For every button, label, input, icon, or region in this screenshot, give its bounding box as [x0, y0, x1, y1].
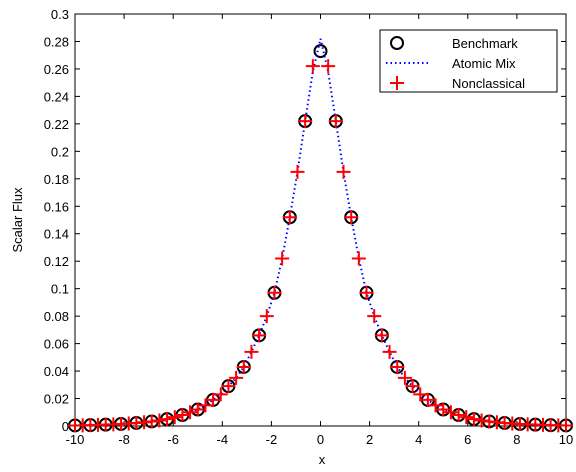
- nonclassical-point: [298, 114, 313, 129]
- x-tick-label: -10: [66, 432, 85, 447]
- nonclassical-point: [213, 387, 228, 402]
- nonclassical-point: [367, 309, 382, 324]
- nonclassical-point: [451, 408, 466, 423]
- y-tick-label: 0.04: [44, 364, 69, 379]
- benchmark-point: [313, 44, 328, 59]
- nonclassical-point: [351, 251, 366, 266]
- y-tick-label: 0.1: [51, 282, 69, 297]
- x-axis-label: x: [319, 452, 326, 467]
- nonclassical-point: [443, 405, 458, 420]
- nonclassical-point: [390, 359, 405, 374]
- y-tick-label: 0.24: [44, 89, 69, 104]
- y-tick-label: 0.06: [44, 337, 69, 352]
- y-tick-label: 0.08: [44, 309, 69, 324]
- nonclassical-point: [305, 59, 320, 74]
- nonclassical-point: [397, 370, 412, 385]
- y-tick-label: 0.02: [44, 392, 69, 407]
- nonclassical-point: [252, 328, 267, 343]
- nonclassical-point: [167, 410, 182, 425]
- x-tick-label: -8: [118, 432, 130, 447]
- nonclassical-point: [413, 387, 428, 402]
- nonclassical-point: [559, 418, 573, 433]
- nonclassical-point: [198, 398, 213, 413]
- x-tick-label: 8: [513, 432, 520, 447]
- nonclassical-point: [459, 410, 474, 425]
- nonclassical-point: [267, 285, 282, 300]
- x-tick-label: 6: [464, 432, 471, 447]
- legend-box: [379, 29, 558, 93]
- legend-label: Nonclassical: [452, 76, 525, 91]
- nonclassical-point: [328, 114, 343, 129]
- legend-marker: [390, 36, 404, 50]
- y-tick-label: 0.28: [44, 34, 69, 49]
- nonclassical-point: [382, 344, 397, 359]
- nonclassical-point: [244, 344, 259, 359]
- nonclassical-point: [221, 379, 236, 394]
- legend-marker: [390, 76, 404, 90]
- nonclassical-point: [344, 210, 359, 225]
- nonclassical-point: [152, 413, 167, 428]
- y-tick-label: 0.12: [44, 254, 69, 269]
- nonclassical-point: [190, 402, 205, 417]
- legend-label: Benchmark: [452, 36, 518, 51]
- nonclassical-point: [236, 359, 251, 374]
- y-tick-label: 0.22: [44, 117, 69, 132]
- nonclassical-point: [206, 392, 221, 407]
- y-tick-label: 0.2: [51, 144, 69, 159]
- nonclassical-point: [259, 309, 274, 324]
- x-tick-label: 0: [317, 432, 324, 447]
- y-tick-label: 0.26: [44, 62, 69, 77]
- x-tick-label: 10: [559, 432, 573, 447]
- x-tick-label: -2: [266, 432, 278, 447]
- nonclassical-point: [290, 164, 305, 179]
- nonclassical-point: [275, 251, 290, 266]
- y-tick-label: 0: [62, 419, 69, 434]
- y-tick-label: 0.3: [51, 7, 69, 22]
- nonclassical-point: [229, 370, 244, 385]
- nonclassical-point: [405, 379, 420, 394]
- nonclassical-point: [336, 164, 351, 179]
- nonclassical-point: [183, 405, 198, 420]
- nonclassical-point: [359, 285, 374, 300]
- nonclassical-point: [374, 328, 389, 343]
- y-tick-label: 0.18: [44, 172, 69, 187]
- nonclassical-point: [160, 412, 175, 427]
- y-tick-label: 0.14: [44, 227, 69, 242]
- nonclassical-point: [466, 412, 481, 427]
- nonclassical-point: [321, 59, 336, 74]
- y-axis-label: Scalar Flux: [10, 187, 25, 253]
- x-tick-label: 4: [415, 432, 422, 447]
- legend-label: Atomic Mix: [452, 56, 516, 71]
- x-tick-label: -4: [217, 432, 229, 447]
- nonclassical-point: [428, 398, 443, 413]
- y-tick-label: 0.16: [44, 199, 69, 214]
- nonclassical-point: [175, 408, 190, 423]
- x-tick-label: -6: [167, 432, 179, 447]
- nonclassical-point: [420, 392, 435, 407]
- x-tick-label: 2: [366, 432, 373, 447]
- nonclassical-point: [282, 210, 297, 225]
- nonclassical-point: [436, 402, 451, 417]
